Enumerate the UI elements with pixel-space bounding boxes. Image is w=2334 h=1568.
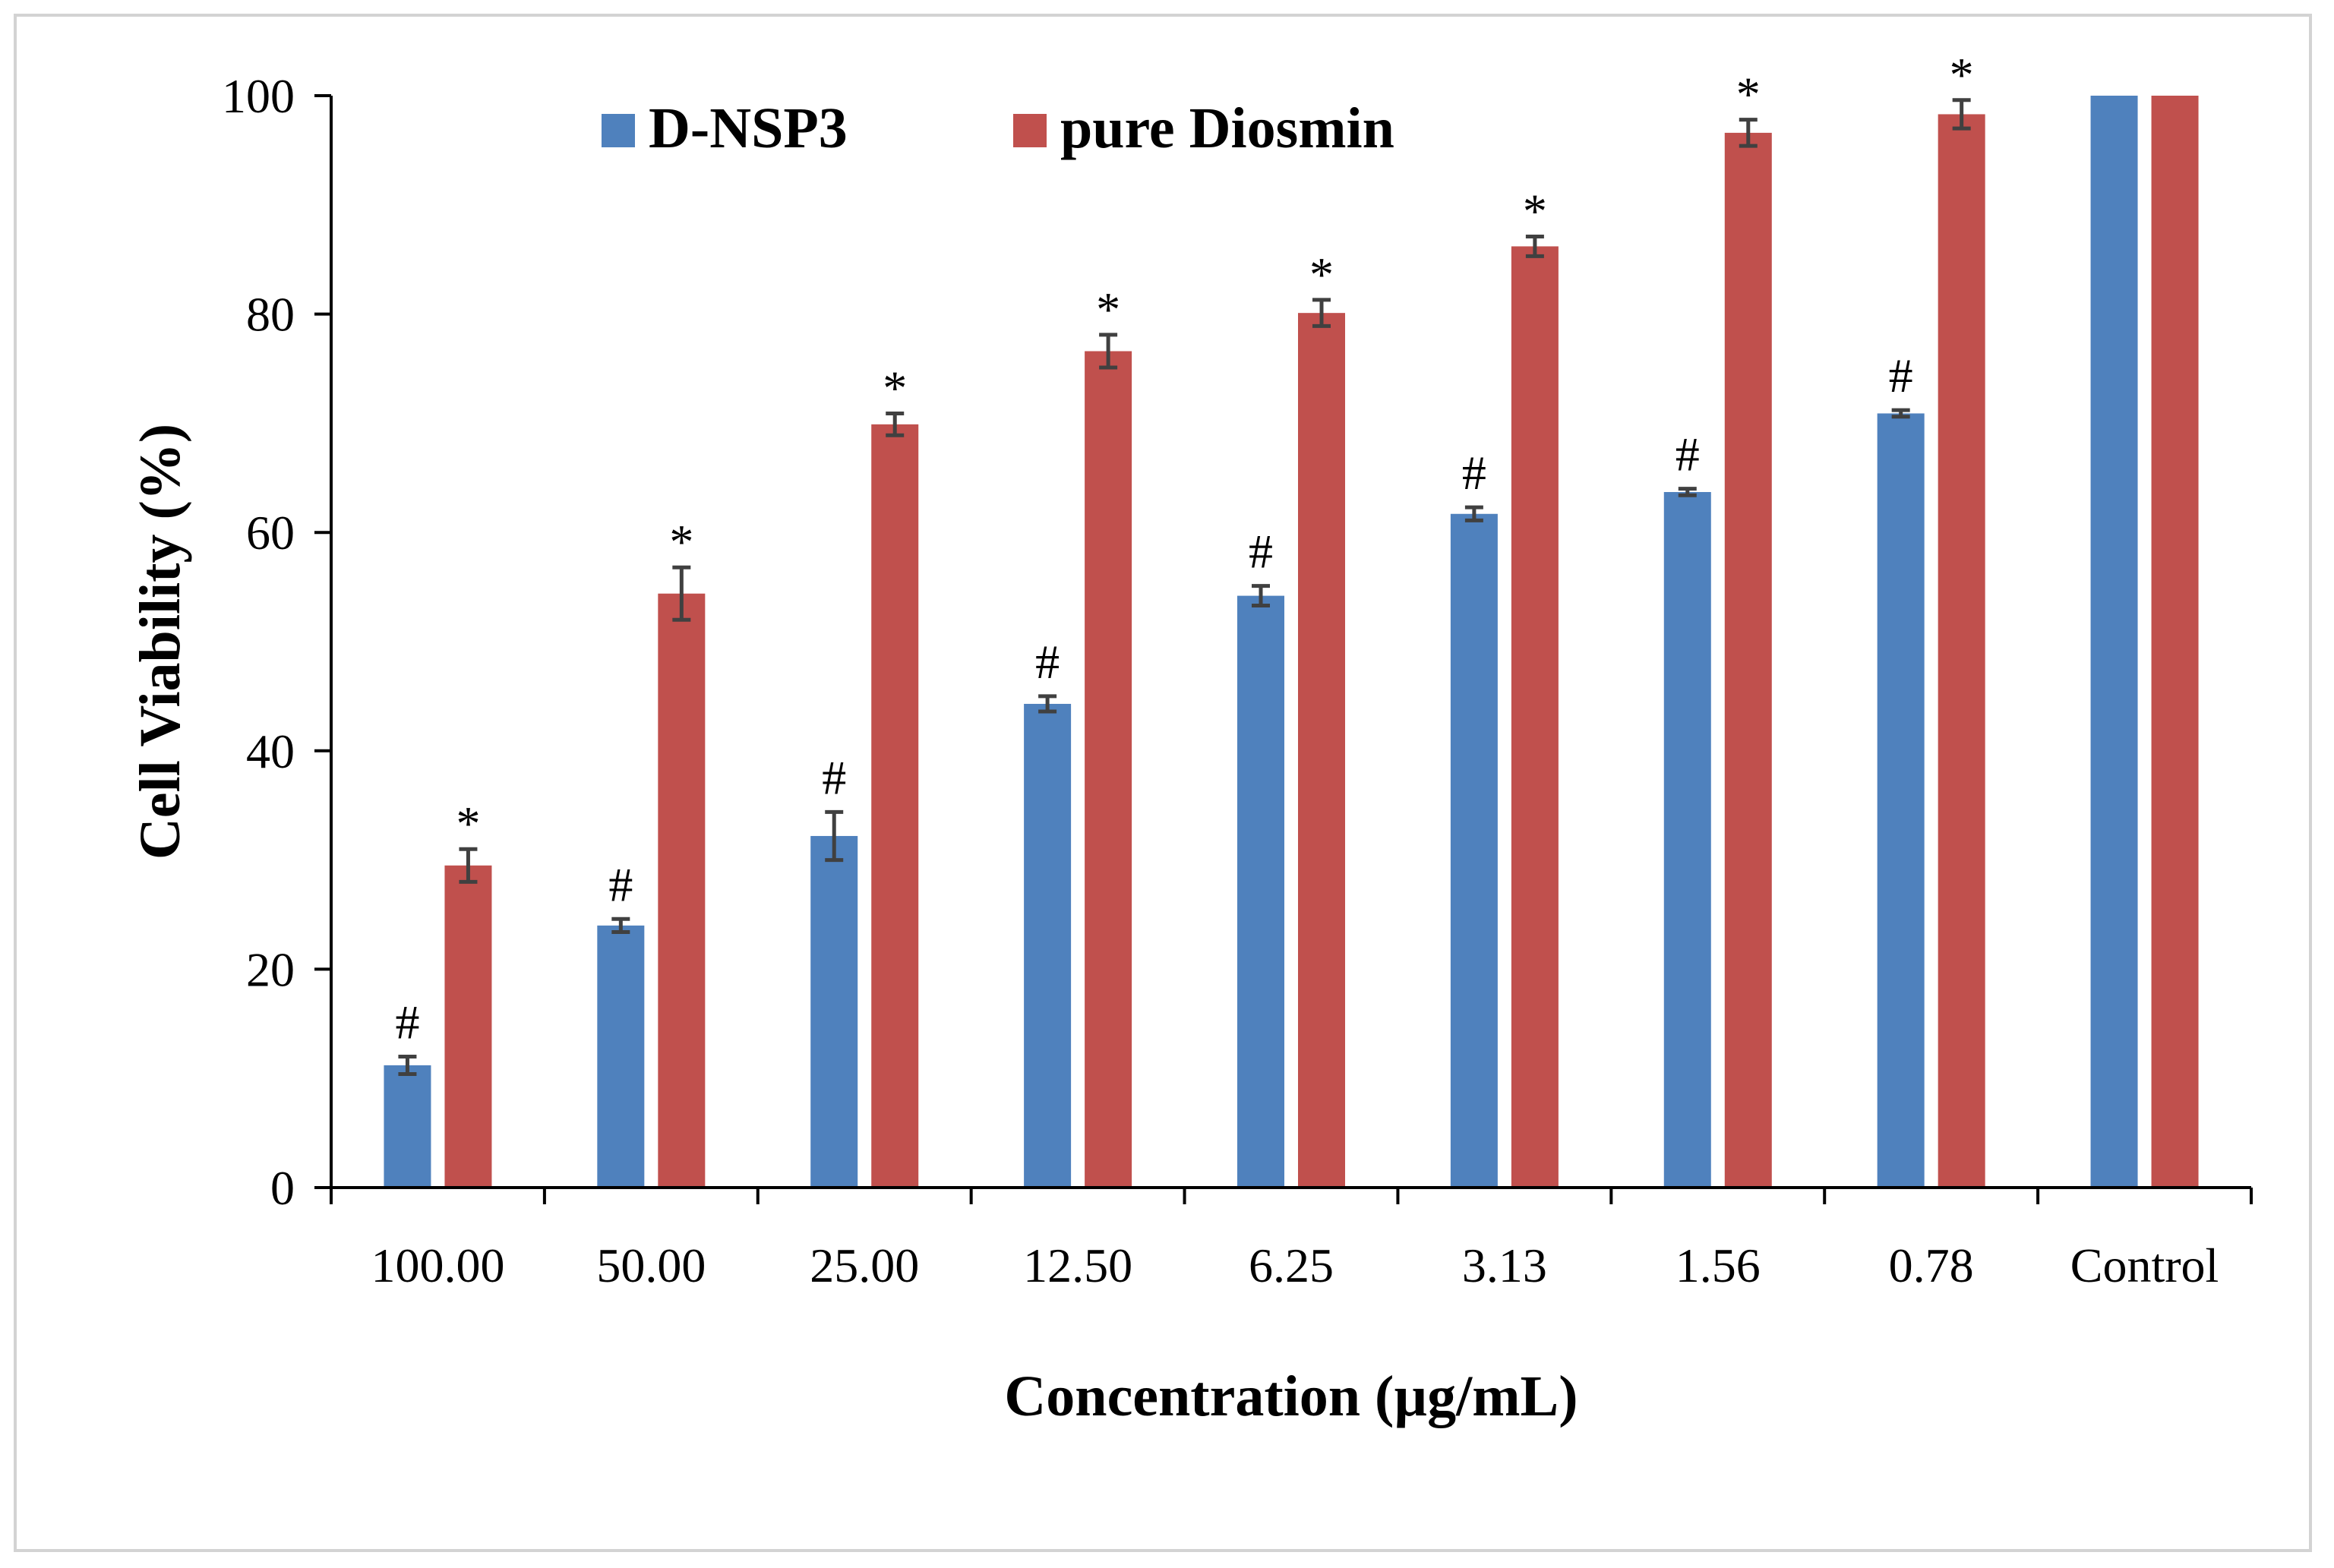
significance-mark-hash-7: #: [1889, 349, 1913, 402]
significance-mark-asterisk-5: *: [1523, 185, 1547, 238]
bar-pure-diosmin-6: [1724, 132, 1772, 1188]
error-bar-1-4: [1312, 298, 1331, 328]
y-tick-label-60: 60: [246, 506, 295, 560]
y-ticks-group: 0 20 40 60 80 100: [222, 69, 331, 1215]
x-tick-label-0: 100.00: [371, 1238, 504, 1292]
significance-marks-group: # # # # # # # # * * * * * * * *: [395, 48, 1973, 1049]
significance-mark-asterisk-0: *: [456, 797, 480, 850]
legend-swatch-d-nsp3: [602, 114, 635, 147]
x-tick-label-6: 1.56: [1675, 1238, 1761, 1292]
error-bar-0-5: [1464, 505, 1483, 522]
error-bars-group: [398, 98, 1971, 1076]
bar-pure-diosmin-3: [1085, 351, 1132, 1188]
bar-d-nsp3-2: [810, 835, 858, 1188]
error-bar-1-7: [1952, 98, 1971, 131]
bar-pure-diosmin-2: [871, 424, 919, 1188]
y-tick-label-40: 40: [246, 724, 295, 778]
legend: D-NSP3 pure Diosmin: [602, 96, 1394, 160]
bar-pure-diosmin-5: [1511, 246, 1559, 1188]
significance-mark-hash-0: #: [395, 995, 419, 1049]
bar-d-nsp3-7: [1877, 413, 1925, 1188]
bar-pure-diosmin-7: [1938, 114, 1985, 1188]
bar-pure-diosmin-4: [1298, 313, 1345, 1188]
x-tick-label-1: 50.00: [596, 1238, 706, 1292]
bar-d-nsp3-1: [597, 925, 645, 1188]
error-bar-0-6: [1678, 487, 1697, 497]
bars-group: [384, 96, 2199, 1188]
error-bar-1-3: [1099, 333, 1118, 370]
x-ticks-group: 100.00 50.00 25.00 12.50 6.25 3.13 1.56 0.78 Con…: [330, 1188, 2253, 1292]
bar-d-nsp3-6: [1663, 491, 1711, 1188]
significance-mark-asterisk-7: *: [1950, 48, 1974, 102]
significance-mark-hash-3: #: [1035, 635, 1060, 689]
x-tick-label-2: 25.00: [810, 1238, 919, 1292]
error-bar-1-0: [459, 847, 478, 884]
significance-mark-asterisk-1: *: [669, 515, 693, 569]
legend-swatch-pure-diosmin: [1013, 114, 1047, 147]
bar-pure-diosmin-0: [444, 865, 492, 1188]
error-bar-1-1: [672, 565, 691, 622]
x-tick-label-3: 12.50: [1023, 1238, 1132, 1292]
significance-mark-hash-2: #: [822, 750, 846, 804]
significance-mark-hash-6: #: [1675, 427, 1700, 481]
bar-d-nsp3-3: [1024, 703, 1072, 1188]
bar-chart: # # # # # # # # * * * * * * * * 0 20 40 60 80 100 100.00 50.0…: [128, 48, 2253, 1428]
y-axis-title: Cell Viability (%): [128, 424, 192, 860]
error-bar-0-0: [398, 1054, 417, 1076]
error-bar-1-5: [1525, 235, 1544, 258]
bar-pure-diosmin-1: [658, 593, 706, 1188]
significance-mark-asterisk-4: *: [1309, 248, 1334, 301]
error-bar-0-3: [1038, 694, 1057, 714]
error-bar-0-4: [1252, 584, 1270, 608]
bar-d-nsp3-5: [1450, 513, 1498, 1188]
significance-mark-hash-4: #: [1249, 525, 1273, 579]
significance-mark-hash-1: #: [608, 857, 633, 911]
significance-mark-asterisk-3: *: [1096, 282, 1120, 336]
x-tick-label-4: 6.25: [1249, 1238, 1334, 1292]
error-bar-1-6: [1739, 118, 1758, 148]
error-bar-0-7: [1891, 408, 1910, 419]
x-tick-label-5: 3.13: [1462, 1238, 1547, 1292]
bar-d-nsp3-4: [1237, 595, 1284, 1188]
legend-label-pure-diosmin: pure Diosmin: [1060, 96, 1394, 160]
error-bar-0-1: [611, 917, 630, 935]
significance-mark-asterisk-6: *: [1736, 68, 1761, 121]
bar-d-nsp3-0: [384, 1065, 431, 1188]
axes-group: [330, 96, 2251, 1189]
y-tick-label-0: 0: [270, 1161, 295, 1215]
y-tick-label-100: 100: [222, 69, 295, 123]
x-tick-label-7: 0.78: [1889, 1238, 1974, 1292]
significance-mark-asterisk-2: *: [883, 361, 907, 415]
bar-d-nsp3-8: [2090, 96, 2138, 1188]
x-tick-label-8: Control: [2070, 1238, 2219, 1292]
significance-mark-hash-5: #: [1462, 446, 1486, 500]
legend-label-d-nsp3: D-NSP3: [649, 96, 848, 160]
bar-pure-diosmin-8: [2151, 96, 2199, 1188]
error-bar-0-2: [825, 809, 844, 863]
x-axis-title: Concentration (µg/mL): [1004, 1365, 1578, 1428]
y-tick-label-80: 80: [246, 288, 295, 342]
error-bar-1-2: [886, 411, 905, 437]
y-tick-label-20: 20: [246, 942, 295, 996]
figure-frame: # # # # # # # # * * * * * * * * 0 20 40 60 80 100 100.00 50.0…: [14, 14, 2312, 1552]
